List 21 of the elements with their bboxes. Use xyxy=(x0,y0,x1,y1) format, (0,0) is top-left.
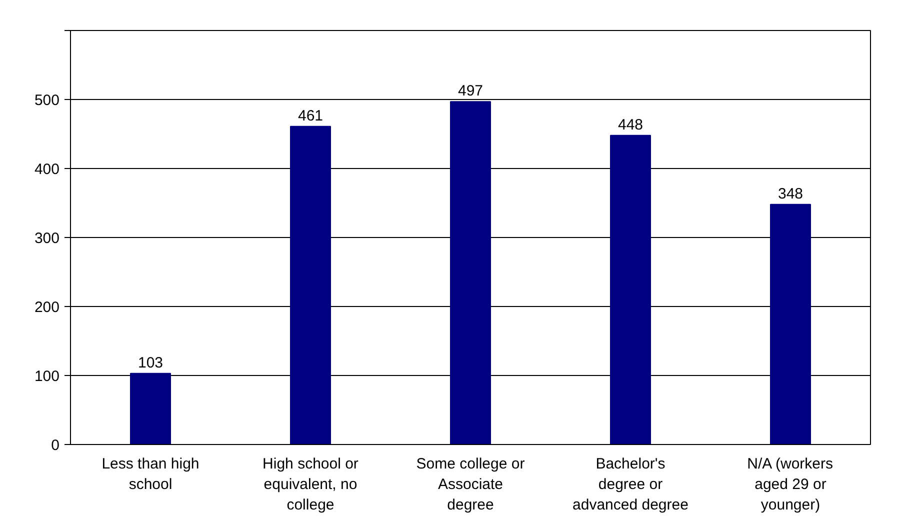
bar xyxy=(450,101,491,444)
x-tick-label: High school or equivalent, no college xyxy=(262,456,358,514)
y-tick-label: 200 xyxy=(34,299,60,316)
data-label: 497 xyxy=(458,82,484,100)
data-label: 461 xyxy=(298,107,324,124)
y-tick-label: 300 xyxy=(34,230,60,247)
x-tick-label: Less than high school xyxy=(102,456,200,493)
y-tick-label: 0 xyxy=(51,437,60,454)
x-tick-label: N/A (workers aged 29 or younger) xyxy=(747,456,834,514)
y-tick-label: 100 xyxy=(34,368,60,385)
data-label: 103 xyxy=(138,354,164,372)
bar xyxy=(130,372,171,444)
x-tick-label: Bachelor's degree or advanced degree xyxy=(572,456,688,514)
bar xyxy=(290,126,331,444)
x-tick-label: Some college or Associate degree xyxy=(416,456,525,514)
bar xyxy=(770,204,811,444)
y-tick-label: 400 xyxy=(34,161,60,178)
y-tick-label: 500 xyxy=(34,92,60,109)
bar xyxy=(610,134,651,444)
data-label: 348 xyxy=(778,185,804,202)
data-label: 448 xyxy=(618,116,644,134)
